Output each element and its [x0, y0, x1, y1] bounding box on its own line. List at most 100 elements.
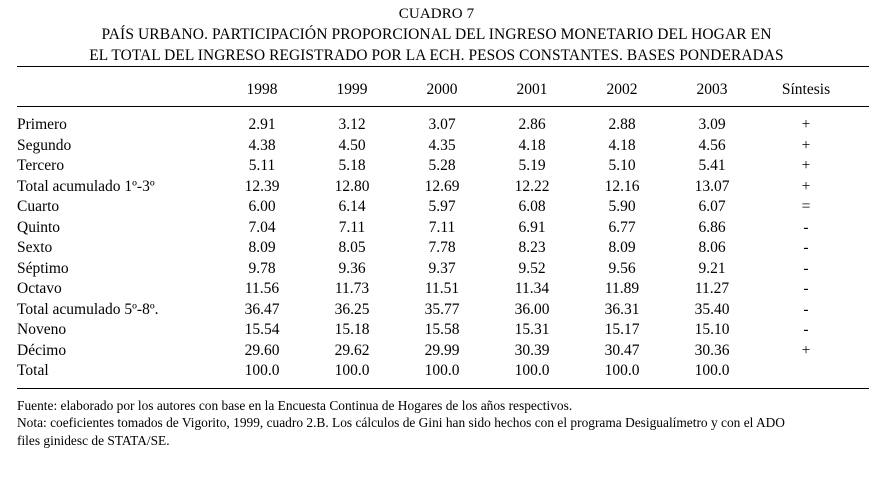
cell-value: 5.10: [608, 157, 636, 174]
cell-value: 12.16: [604, 177, 640, 195]
cell-value: 9.52: [518, 259, 546, 277]
cell-value: 30.36: [694, 341, 730, 359]
cell-value: 29.60: [244, 341, 280, 359]
cell-value: 6.91: [518, 218, 546, 236]
cell-value: 29.99: [424, 341, 460, 359]
cell-value: 6.77: [608, 218, 636, 236]
cell-value: 9.56: [608, 259, 636, 277]
column-header-2001: 2001: [487, 67, 577, 107]
column-header-2002: 2002: [577, 67, 667, 107]
table-row: Segundo 4.38 4.50 4.35 4.18 4.18 4.56 +: [17, 136, 869, 157]
cell-value: 15.18: [334, 321, 370, 338]
cell-value: 100.0: [334, 362, 370, 379]
table-bottom-rule: [17, 387, 869, 389]
cell-value: 5.19: [518, 157, 546, 174]
cell-value: 35.77: [424, 300, 460, 318]
cell-value: 36.00: [514, 300, 550, 318]
cell-value: 3.12: [338, 116, 366, 133]
cell-value: 15.54: [244, 321, 280, 338]
cell-synthesis: +: [801, 177, 811, 195]
table-header-row: 1998 1999 2000 2001 2002 2003 Síntesis: [17, 67, 869, 107]
cell-value: 2.91: [248, 116, 276, 133]
cell-value: 5.11: [248, 157, 276, 174]
table-title-line-1: PAÍS URBANO. PARTICIPACIÓN PROPORCIONAL …: [101, 26, 772, 43]
row-label: Décimo: [17, 341, 67, 359]
cell-value: 12.39: [244, 177, 280, 195]
table-head: 1998 1999 2000 2001 2002 2003 Síntesis: [17, 66, 869, 107]
cell-value: 4.38: [248, 136, 276, 154]
row-label: Sexto: [17, 239, 53, 256]
cell-value: 15.58: [424, 321, 460, 338]
cell-synthesis: -: [803, 239, 809, 256]
cell-value: 12.22: [514, 177, 550, 195]
cell-synthesis: +: [801, 116, 811, 133]
cell-value: 11.27: [694, 280, 730, 297]
cell-value: 13.07: [694, 177, 730, 195]
table-row: Sexto 8.09 8.05 7.78 8.23 8.09 8.06 -: [17, 238, 869, 259]
row-label: Total acumulado 1º-3º: [17, 177, 155, 195]
column-header-sintesis: Síntesis: [757, 67, 869, 107]
cell-value: 12.80: [334, 177, 370, 195]
table-container: 1998 1999 2000 2001 2002 2003 Síntesis P…: [9, 66, 869, 389]
cell-value: 15.31: [514, 321, 550, 338]
cell-value: 11.73: [334, 280, 370, 297]
table-row: Tercero 5.11 5.18 5.28 5.19 5.10 5.41 +: [17, 156, 869, 177]
cell-value: 5.18: [338, 157, 366, 174]
cell-synthesis: +: [801, 157, 811, 174]
column-header-2000: 2000: [397, 67, 487, 107]
cell-value: 9.37: [428, 259, 456, 277]
cell-synthesis: -: [803, 259, 809, 277]
cell-value: 8.06: [698, 239, 726, 256]
cell-value: 7.04: [248, 218, 276, 236]
cell-value: 35.40: [694, 300, 730, 318]
cell-value: 11.51: [424, 280, 460, 297]
cell-value: 3.09: [698, 116, 726, 133]
row-label: Primero: [17, 116, 67, 133]
table-row: Cuarto 6.00 6.14 5.97 6.08 5.90 6.07 =: [17, 197, 869, 218]
column-header-1999: 1999: [307, 67, 397, 107]
data-table: 1998 1999 2000 2001 2002 2003 Síntesis P…: [17, 66, 869, 389]
cell-synthesis: -: [803, 300, 809, 318]
cell-synthesis: -: [803, 321, 809, 338]
cell-value: 36.25: [334, 300, 370, 318]
table-caption-id: CUADRO 7: [398, 6, 475, 22]
cell-value: 30.47: [604, 341, 640, 359]
cell-value: 8.09: [248, 239, 276, 256]
cell-value: 11.34: [514, 280, 550, 297]
row-label: Segundo: [17, 136, 72, 154]
note-methodology: Nota: coeficientes tomados de Vigorito, …: [17, 415, 785, 430]
cell-value: 29.62: [334, 341, 370, 359]
cell-value: 11.89: [604, 280, 640, 297]
cell-value: 9.36: [338, 259, 366, 277]
column-header-label: [17, 67, 217, 107]
table-row: Total acumulado 1º-3º 12.39 12.80 12.69 12.2…: [17, 177, 869, 198]
cell-value: 8.05: [338, 239, 366, 256]
cell-value: 30.39: [514, 341, 550, 359]
cell-value: 4.18: [608, 136, 636, 154]
cell-synthesis: [757, 361, 869, 388]
cell-value: 11.56: [244, 280, 280, 297]
cell-value: 7.11: [428, 218, 456, 236]
cell-synthesis: =: [801, 198, 811, 215]
cell-value: 4.56: [698, 136, 726, 154]
row-label: Noveno: [17, 321, 67, 338]
cell-value: 15.17: [604, 321, 640, 338]
table-body: Primero 2.91 3.12 3.07 2.86 2.88 3.09 + Segundo 4…: [17, 107, 869, 389]
note-methodology-continuation: files ginidesc de STATA/SE.: [17, 432, 170, 448]
table-top-rule: [17, 66, 869, 67]
table-row: Séptimo 9.78 9.36 9.37 9.52 9.56 9.21 -: [17, 259, 869, 280]
row-label: Total: [17, 362, 49, 379]
cell-value: 15.10: [694, 321, 730, 338]
row-label: Octavo: [17, 280, 62, 297]
table-title-line-2: EL TOTAL DEL INGRESO REGISTRADO POR LA E…: [89, 47, 784, 64]
cell-value: 100.0: [244, 362, 280, 379]
cell-value: 4.50: [338, 136, 366, 154]
cell-value: 5.28: [428, 157, 456, 174]
cell-value: 9.21: [698, 259, 726, 277]
cell-value: 36.31: [604, 300, 640, 318]
cell-value: 100.0: [604, 362, 640, 379]
table-title-block: CUADRO 7 PAÍS URBANO. PARTICIPACIÓN PROP…: [0, 0, 873, 66]
cell-synthesis: -: [803, 218, 809, 236]
row-label: Séptimo: [17, 259, 69, 277]
